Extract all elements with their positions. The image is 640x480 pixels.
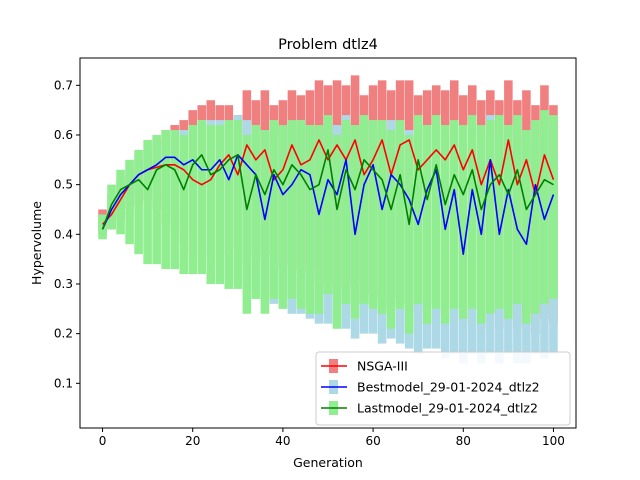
error-band-bar	[233, 120, 243, 289]
error-band-bar	[458, 125, 468, 319]
error-band-bar	[296, 120, 306, 309]
error-band-bar	[422, 125, 432, 324]
legend-box	[315, 351, 571, 426]
error-band-bar	[287, 120, 297, 299]
legend-label: Bestmodel_29-01-2024_dtlz2	[357, 380, 540, 395]
error-band-bar	[477, 125, 486, 324]
error-band-bar	[269, 120, 279, 299]
error-band-bar	[350, 125, 360, 319]
error-band-bar	[522, 130, 531, 324]
error-band-bar	[161, 130, 170, 270]
y-tick-label: 0.3	[54, 277, 73, 291]
error-band-bar	[359, 115, 369, 304]
error-band-bar	[179, 134, 188, 275]
error-band-bar	[116, 169, 125, 235]
legend-entry: Lastmodel_29-01-2024_dtlz2	[321, 401, 538, 416]
error-band-bar	[395, 120, 405, 309]
error-band-bar	[323, 115, 333, 294]
y-tick-label: 0.7	[54, 78, 73, 92]
error-band-bar	[251, 125, 261, 299]
error-band-bar	[431, 115, 441, 309]
error-band-bar	[134, 149, 143, 255]
error-band-bar	[386, 130, 396, 329]
legend-label: NSGA-III	[357, 359, 408, 374]
x-tick-label: 40	[275, 434, 290, 448]
error-band-bar	[540, 110, 549, 304]
error-band-bar	[549, 115, 558, 299]
error-band-bar	[206, 125, 216, 284]
error-band-bar	[468, 115, 477, 309]
y-tick-label: 0.1	[54, 376, 73, 390]
error-band-bar	[305, 125, 315, 314]
x-tick-label: 0	[99, 434, 107, 448]
error-band-bar	[224, 120, 234, 289]
error-band-bar	[531, 120, 540, 314]
error-band-bar	[242, 134, 252, 314]
error-band-bar	[278, 125, 288, 309]
error-band-bar	[314, 125, 324, 314]
error-band-bar	[152, 134, 161, 265]
error-band-bar	[513, 115, 522, 304]
legend-entry: Bestmodel_29-01-2024_dtlz2	[321, 380, 540, 395]
y-axis-label: Hypervolume	[29, 201, 44, 285]
legend-entry: NSGA-III	[321, 359, 408, 374]
error-band-bar	[188, 125, 198, 275]
series-line-1	[101, 154, 555, 255]
series-line-0	[101, 139, 555, 225]
legend: NSGA-III Bestmodel_29-01-2024_dtlz2 Lastmo…	[315, 351, 571, 426]
error-band-bar	[215, 125, 225, 284]
y-tick-label: 0.6	[54, 128, 73, 142]
error-band-bar	[98, 214, 107, 240]
x-tick-label: 80	[456, 434, 471, 448]
error-band-bar	[143, 139, 152, 265]
x-tick-label: 20	[185, 434, 200, 448]
error-band-bar	[504, 125, 513, 319]
error-band-bar	[449, 120, 459, 309]
error-band-bar	[341, 120, 351, 304]
x-tick-label: 60	[365, 434, 380, 448]
error-band-bar	[332, 134, 342, 329]
y-axis: 0.1 0.2 0.3 0.4 0.5 0.6 0.7	[54, 78, 80, 390]
error-band-bar	[107, 184, 116, 230]
error-band-bar	[197, 120, 207, 275]
legend-label: Lastmodel_29-01-2024_dtlz2	[357, 401, 538, 416]
chart-title: Problem dtlz4	[278, 37, 378, 53]
error-band-bar	[170, 130, 179, 270]
x-axis: 0 20 40 60 80 100	[99, 428, 565, 448]
error-band-bar	[486, 120, 495, 314]
y-tick-label: 0.5	[54, 178, 73, 192]
error-band-bar	[377, 120, 387, 314]
error-band-bar	[368, 120, 378, 309]
series-line-2	[101, 149, 554, 230]
error-band-bar	[413, 115, 423, 304]
y-tick-label: 0.4	[54, 227, 73, 241]
error-band-bar	[260, 130, 270, 314]
error-band-bar	[125, 159, 134, 245]
x-axis-label: Generation	[293, 455, 363, 470]
error-band-bar	[495, 115, 504, 309]
plot-area	[98, 75, 558, 364]
y-tick-label: 0.2	[54, 327, 73, 341]
axes-frame	[79, 57, 577, 429]
error-band-bar	[404, 134, 414, 334]
series-band-group-2	[98, 110, 558, 334]
x-tick-label: 100	[542, 434, 565, 448]
